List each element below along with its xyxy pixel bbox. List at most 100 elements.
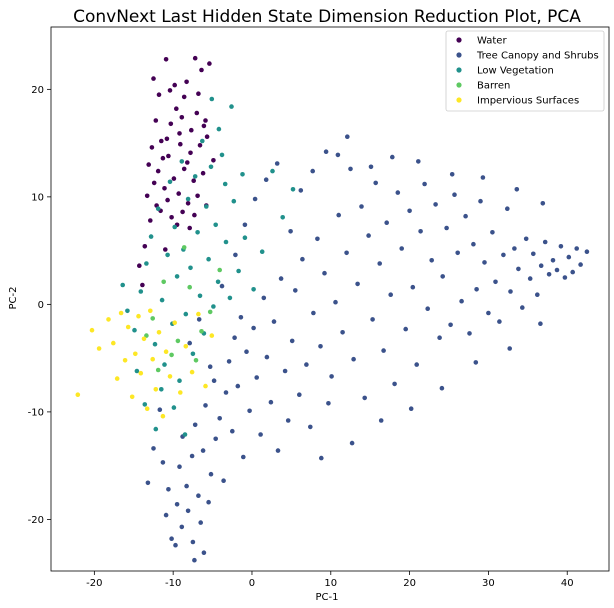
scatter-point xyxy=(192,55,198,61)
scatter-point xyxy=(209,333,215,338)
scatter-point xyxy=(200,448,206,453)
scatter-point xyxy=(326,401,331,406)
scatter-point xyxy=(373,180,379,186)
scatter-point xyxy=(471,241,476,247)
scatter-point xyxy=(173,542,178,548)
scatter-point xyxy=(192,557,197,563)
scatter-point xyxy=(177,131,182,136)
scatter-point xyxy=(163,57,169,62)
scatter-point xyxy=(448,322,453,328)
scatter-point xyxy=(175,338,181,344)
scatter-point xyxy=(336,212,342,218)
scatter-point xyxy=(408,406,414,412)
scatter-point xyxy=(251,325,256,331)
scatter-point xyxy=(459,298,464,304)
scatter-point xyxy=(146,162,151,167)
scatter-point xyxy=(289,338,295,344)
scatter-point xyxy=(201,123,207,129)
scatter-point xyxy=(156,92,162,97)
scatter-point xyxy=(268,399,274,405)
scatter-point xyxy=(160,155,166,161)
scatter-point xyxy=(236,268,241,274)
scatter-point xyxy=(96,346,102,351)
scatter-point xyxy=(185,160,190,165)
points-layer xyxy=(75,55,590,563)
scatter-point xyxy=(199,67,204,73)
scatter-point xyxy=(433,202,438,207)
x-tick-label: 20 xyxy=(403,578,416,589)
scatter-point xyxy=(151,76,156,81)
scatter-point xyxy=(322,270,327,276)
scatter-point xyxy=(574,246,579,251)
scatter-point xyxy=(274,161,280,166)
scatter-point xyxy=(162,362,167,367)
scatter-point xyxy=(211,378,217,384)
scatter-point xyxy=(203,383,208,389)
scatter-point xyxy=(125,324,131,330)
scatter-point xyxy=(165,252,170,258)
scatter-point xyxy=(211,158,216,163)
scatter-point xyxy=(151,180,157,186)
scatter-point xyxy=(159,387,164,392)
scatter-point xyxy=(222,181,228,187)
scatter-point xyxy=(507,346,512,351)
scatter-point xyxy=(184,483,189,489)
scatter-point xyxy=(138,289,144,294)
scatter-point xyxy=(244,349,249,355)
scatter-point xyxy=(138,370,144,376)
scatter-point xyxy=(241,454,246,460)
scatter-point xyxy=(221,478,226,484)
scatter-point xyxy=(370,317,375,322)
scatter-point xyxy=(390,154,395,160)
scatter-point xyxy=(171,405,177,410)
scatter-point xyxy=(196,317,202,322)
scatter-point xyxy=(122,358,128,363)
scatter-point xyxy=(157,407,163,413)
scatter-point xyxy=(120,282,125,288)
scatter-point xyxy=(562,275,568,280)
legend-label: Barren xyxy=(477,81,510,92)
scatter-point xyxy=(190,351,196,357)
scatter-point xyxy=(410,284,416,290)
scatter-point xyxy=(155,367,161,373)
scatter-point xyxy=(144,193,150,199)
scatter-point xyxy=(185,196,191,202)
scatter-point xyxy=(192,422,198,428)
scatter-point xyxy=(153,118,159,123)
scatter-point xyxy=(497,319,502,324)
legend-marker xyxy=(456,97,462,103)
axes-frame xyxy=(50,26,610,572)
scatter-point xyxy=(177,464,182,470)
scatter-point xyxy=(217,416,222,421)
scatter-point xyxy=(490,230,495,235)
scatter-point xyxy=(161,279,166,285)
scatter-point xyxy=(444,225,449,231)
scatter-point xyxy=(125,308,130,314)
scatter-point xyxy=(213,222,218,228)
scatter-point xyxy=(179,524,185,530)
x-axis-ticks: -20 -10 0 10 20 30 40 xyxy=(86,571,574,589)
scatter-point xyxy=(227,295,233,301)
scatter-point xyxy=(181,94,187,100)
scatter-point xyxy=(474,287,479,292)
scatter-point xyxy=(333,299,338,305)
scatter-point xyxy=(198,520,203,525)
scatter-point xyxy=(570,269,575,275)
scatter-point xyxy=(192,174,198,179)
scatter-point xyxy=(473,360,479,365)
legend-label: Impervious Surfaces xyxy=(477,96,579,107)
scatter-point xyxy=(197,143,203,148)
y-tick-label: 0 xyxy=(38,300,44,311)
scatter-point xyxy=(150,316,155,321)
scatter-point xyxy=(149,145,155,150)
scatter-point xyxy=(349,440,355,446)
scatter-point xyxy=(251,287,256,292)
scatter-point xyxy=(172,82,177,88)
scatter-point xyxy=(467,331,472,336)
scatter-point xyxy=(200,138,205,144)
scatter-point xyxy=(439,385,445,391)
scatter-point xyxy=(153,387,159,392)
scatter-point xyxy=(163,349,169,355)
scatter-point xyxy=(395,190,401,195)
scatter-point xyxy=(238,315,244,320)
